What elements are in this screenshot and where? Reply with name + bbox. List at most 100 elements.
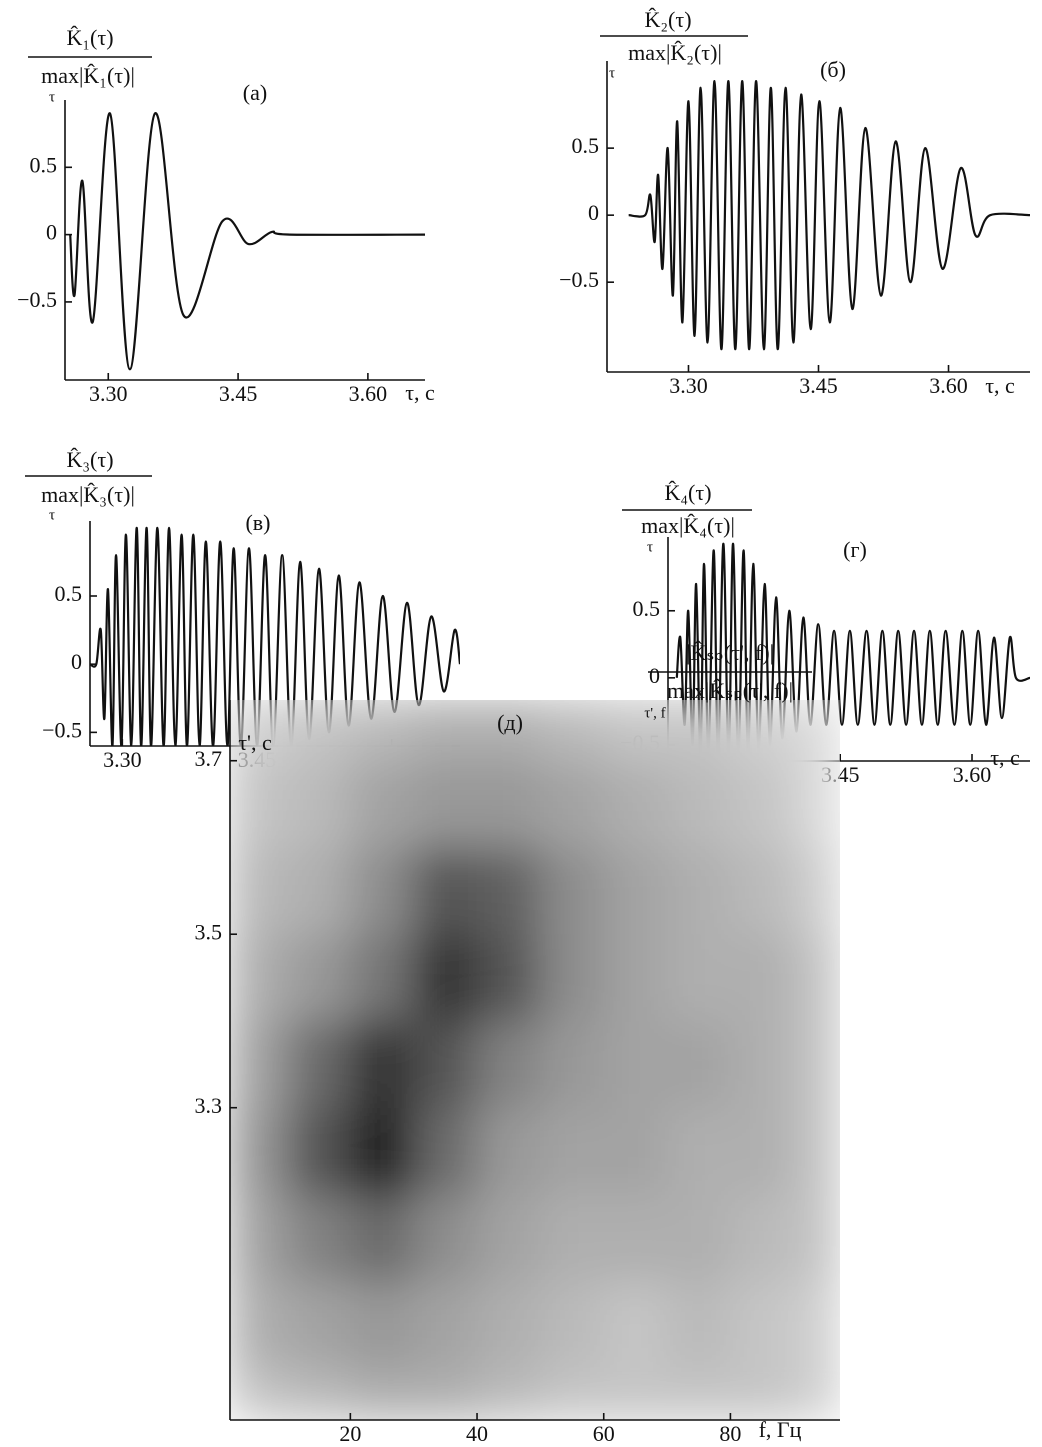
heatmap-cell: [413, 1107, 477, 1195]
heatmap-cell: [230, 934, 288, 1022]
heatmap-cell: [793, 1107, 840, 1195]
panel-label: (г): [843, 537, 867, 562]
heatmap-cell: [287, 760, 351, 848]
heatmap-cell: [350, 700, 414, 762]
heatmap-cell: [230, 1367, 288, 1420]
panel-label: (а): [243, 80, 267, 105]
y-tick-label: −0.5: [17, 287, 57, 312]
heatmap-cell: [413, 1194, 477, 1282]
x-tick-label: 20: [339, 1421, 361, 1446]
y-tick-label: 0.5: [55, 581, 83, 606]
heatmap-cell: [540, 760, 604, 848]
label-denominator: max|K̂₂(τ)|: [628, 40, 722, 65]
heatmap-cell: [793, 934, 840, 1022]
heatmap-cell: [540, 847, 604, 935]
label-subscript: τ: [49, 89, 55, 105]
x-tick-label: 3.45: [799, 373, 838, 398]
heatmap-cell: [730, 1281, 794, 1369]
heatmap-cell: [793, 1194, 840, 1282]
heatmap-cell: [350, 1281, 414, 1369]
x-tick-label: 3.45: [219, 381, 258, 406]
heatmap-cell: [230, 1194, 288, 1282]
heatmap-cell: [477, 1020, 541, 1108]
heatmap-cell: [603, 1194, 667, 1282]
heatmap-cell: [603, 847, 667, 935]
label-numerator: K̂₃(τ): [66, 447, 113, 472]
heatmap-cell: [667, 760, 731, 848]
heatmap-cell: [230, 847, 288, 935]
heatmap-cell: [540, 1367, 604, 1420]
heatmap-cell: [477, 847, 541, 935]
x-axis-label: τ, с: [985, 373, 1015, 398]
heatmap-clip: [230, 700, 841, 1421]
label-subscript: τ: [49, 507, 55, 523]
x-tick-label: 3.30: [103, 747, 142, 772]
panel-label: (б): [820, 57, 846, 82]
heatmap-cell: [413, 1367, 477, 1420]
heatmap-cell: [667, 1194, 731, 1282]
signal-line: [629, 81, 1030, 349]
heatmap-cell: [540, 934, 604, 1022]
y-tick-label: 0.5: [633, 596, 661, 621]
heatmap-cell: [477, 1281, 541, 1369]
heatmap-cell: [413, 934, 477, 1022]
heatmap-cell: [477, 1367, 541, 1420]
x-axis-label: f, Гц: [759, 1417, 802, 1442]
label-denominator: max|K̂₄(τ)|: [641, 513, 735, 538]
x-axis-label: τ, с: [990, 745, 1020, 770]
panel-label: (д): [497, 710, 523, 735]
y-tick-label: −0.5: [42, 717, 82, 742]
x-tick-label: 3.60: [349, 381, 388, 406]
label-denominator: max|K̂ₛₚ(τ', f)|: [667, 678, 793, 703]
heatmap-cell: [413, 760, 477, 848]
label-numerator: K̂₁(τ): [66, 25, 113, 50]
x-tick-label: 3.30: [89, 381, 128, 406]
heatmap-cell: [730, 1107, 794, 1195]
heatmap-cell: [350, 847, 414, 935]
y-tick-label: 3.7: [195, 746, 223, 771]
heatmap-cell: [413, 1020, 477, 1108]
heatmap-cell: [230, 760, 288, 848]
heatmap-cell: [667, 1281, 731, 1369]
heatmap-cell: [793, 847, 840, 935]
figure: K̂₁(τ)max|K̂₁(τ)|τ0.50−0.53.303.453.60(а…: [0, 0, 1042, 1447]
heatmap-cell: [287, 1281, 351, 1369]
heatmap-cell: [350, 934, 414, 1022]
heatmap-cell: [477, 760, 541, 848]
heatmap-cell: [540, 1020, 604, 1108]
y-axis-label: τ', с: [238, 730, 272, 755]
heatmap-cell: [667, 934, 731, 1022]
x-axis-label: τ, с: [405, 380, 435, 405]
y-tick-label: 0: [588, 200, 599, 225]
heatmap-cell: [730, 934, 794, 1022]
heatmap-cell: [287, 847, 351, 935]
heatmap-cell: [287, 700, 351, 762]
heatmap-cell: [667, 1020, 731, 1108]
heatmap-cell: [730, 847, 794, 935]
label-subscript: τ', f: [644, 705, 665, 721]
panel-label: (в): [245, 510, 270, 535]
y-tick-label: 0.5: [572, 133, 600, 158]
heatmap-cell: [350, 760, 414, 848]
x-tick-label: 80: [719, 1421, 741, 1446]
heatmap-cell: [477, 934, 541, 1022]
y-tick-label: 0.5: [30, 152, 58, 177]
x-tick-label: 3.30: [669, 373, 708, 398]
label-subscript: τ: [609, 65, 615, 81]
heatmap-cell: [287, 1194, 351, 1282]
heatmap-cell: [730, 700, 794, 762]
heatmap-cell: [287, 1367, 351, 1420]
heatmap-cell: [730, 760, 794, 848]
heatmap-cell: [730, 1020, 794, 1108]
heatmap-cell: [287, 1020, 351, 1108]
heatmap-cell: [667, 700, 731, 762]
y-tick-label: 0: [46, 220, 57, 245]
label-subscript: τ: [647, 539, 653, 555]
heatmap-cell: [350, 1020, 414, 1108]
y-tick-label: 0: [649, 663, 660, 688]
heatmap-cell: [793, 760, 840, 848]
heatmap-cell: [230, 1020, 288, 1108]
heatmap-cell: [350, 1194, 414, 1282]
